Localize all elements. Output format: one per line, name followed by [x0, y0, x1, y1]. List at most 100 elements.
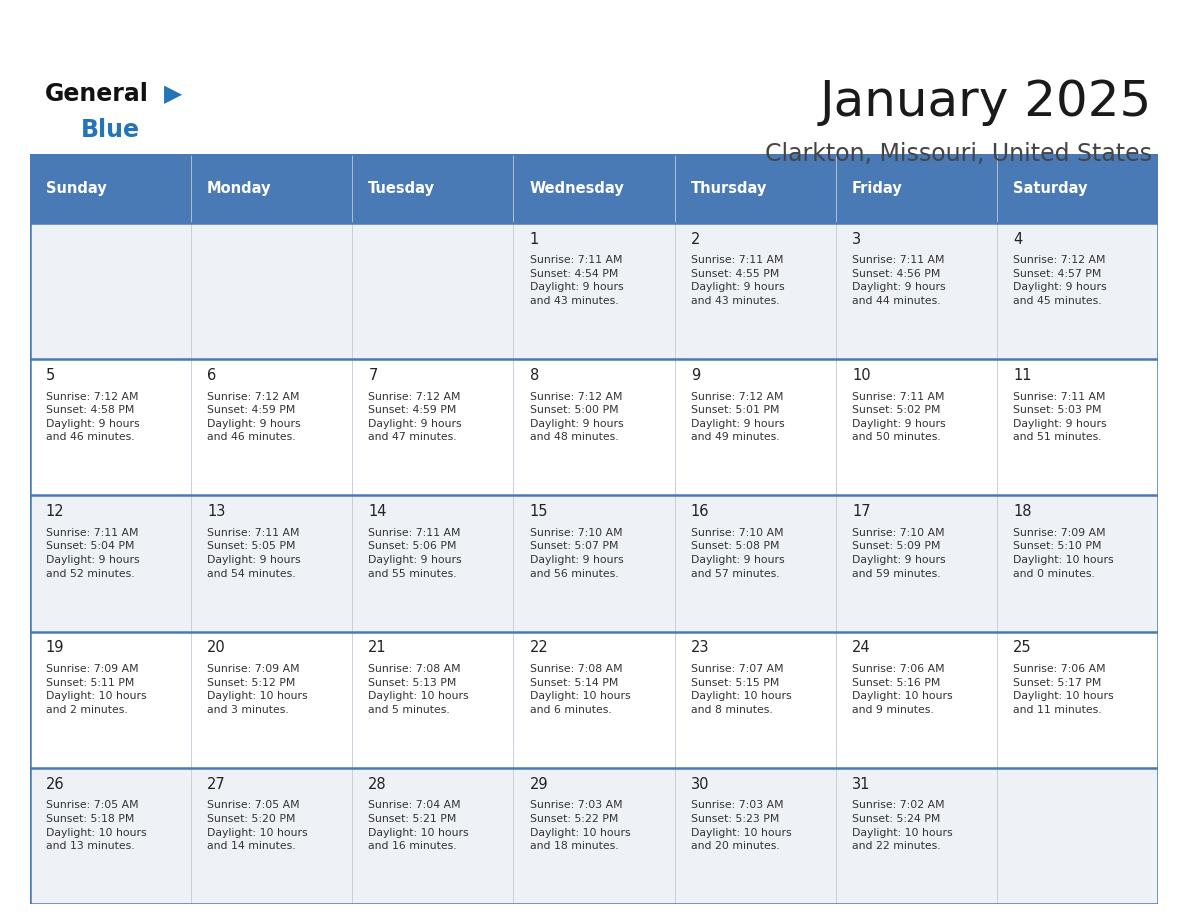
Bar	[513, 768, 675, 904]
Text: Sunrise: 7:08 AM
Sunset: 5:13 PM
Daylight: 10 hours
and 5 minutes.: Sunrise: 7:08 AM Sunset: 5:13 PM Dayligh…	[368, 664, 469, 715]
Text: Sunrise: 7:05 AM
Sunset: 5:20 PM
Daylight: 10 hours
and 14 minutes.: Sunrise: 7:05 AM Sunset: 5:20 PM Dayligh…	[207, 800, 308, 851]
Bar	[513, 632, 675, 768]
Bar	[191, 223, 352, 359]
Text: 16: 16	[690, 504, 709, 519]
Bar	[675, 359, 836, 496]
Text: Sunrise: 7:09 AM
Sunset: 5:12 PM
Daylight: 10 hours
and 3 minutes.: Sunrise: 7:09 AM Sunset: 5:12 PM Dayligh…	[207, 664, 308, 715]
Bar	[30, 359, 191, 496]
Text: ▶: ▶	[164, 82, 182, 106]
Text: Saturday: Saturday	[1013, 181, 1088, 196]
Text: 5: 5	[46, 368, 55, 383]
Text: Sunrise: 7:11 AM
Sunset: 5:03 PM
Daylight: 9 hours
and 51 minutes.: Sunrise: 7:11 AM Sunset: 5:03 PM Dayligh…	[1013, 392, 1107, 442]
Text: Clarkton, Missouri, United States: Clarkton, Missouri, United States	[765, 142, 1152, 166]
Text: Sunrise: 7:12 AM
Sunset: 4:59 PM
Daylight: 9 hours
and 46 minutes.: Sunrise: 7:12 AM Sunset: 4:59 PM Dayligh…	[207, 392, 301, 442]
Bar	[352, 496, 513, 632]
Text: General: General	[45, 82, 148, 106]
Text: Thursday: Thursday	[690, 181, 767, 196]
Bar	[191, 154, 352, 223]
Text: Sunrise: 7:11 AM
Sunset: 4:54 PM
Daylight: 9 hours
and 43 minutes.: Sunrise: 7:11 AM Sunset: 4:54 PM Dayligh…	[530, 255, 624, 306]
Text: 14: 14	[368, 504, 387, 519]
Text: 30: 30	[690, 777, 709, 791]
Bar	[352, 154, 513, 223]
Text: 8: 8	[530, 368, 539, 383]
Bar	[191, 496, 352, 632]
Bar	[675, 768, 836, 904]
Bar	[30, 154, 191, 223]
Text: January 2025: January 2025	[820, 78, 1152, 126]
Text: Sunrise: 7:03 AM
Sunset: 5:23 PM
Daylight: 10 hours
and 20 minutes.: Sunrise: 7:03 AM Sunset: 5:23 PM Dayligh…	[690, 800, 791, 851]
Text: 19: 19	[46, 641, 64, 655]
Text: Friday: Friday	[852, 181, 903, 196]
Bar	[836, 154, 997, 223]
Text: 27: 27	[207, 777, 226, 791]
Bar	[836, 223, 997, 359]
Bar	[997, 768, 1158, 904]
Text: 15: 15	[530, 504, 548, 519]
Text: 4: 4	[1013, 231, 1023, 247]
Text: Wednesday: Wednesday	[530, 181, 624, 196]
Text: Sunrise: 7:11 AM
Sunset: 5:04 PM
Daylight: 9 hours
and 52 minutes.: Sunrise: 7:11 AM Sunset: 5:04 PM Dayligh…	[46, 528, 139, 578]
Bar	[191, 632, 352, 768]
Text: Sunrise: 7:11 AM
Sunset: 5:02 PM
Daylight: 9 hours
and 50 minutes.: Sunrise: 7:11 AM Sunset: 5:02 PM Dayligh…	[852, 392, 946, 442]
Text: Sunrise: 7:11 AM
Sunset: 4:55 PM
Daylight: 9 hours
and 43 minutes.: Sunrise: 7:11 AM Sunset: 4:55 PM Dayligh…	[690, 255, 784, 306]
Bar	[675, 154, 836, 223]
Bar	[836, 359, 997, 496]
Text: 20: 20	[207, 641, 226, 655]
Text: 11: 11	[1013, 368, 1031, 383]
Text: 13: 13	[207, 504, 226, 519]
Text: 12: 12	[46, 504, 64, 519]
Text: 25: 25	[1013, 641, 1032, 655]
Bar	[191, 359, 352, 496]
Text: 21: 21	[368, 641, 387, 655]
Bar	[352, 359, 513, 496]
Text: 24: 24	[852, 641, 871, 655]
Text: 28: 28	[368, 777, 387, 791]
Bar	[30, 768, 191, 904]
Text: 18: 18	[1013, 504, 1031, 519]
Text: 26: 26	[46, 777, 64, 791]
Text: Sunrise: 7:10 AM
Sunset: 5:08 PM
Daylight: 9 hours
and 57 minutes.: Sunrise: 7:10 AM Sunset: 5:08 PM Dayligh…	[690, 528, 784, 578]
Text: 6: 6	[207, 368, 216, 383]
Text: 23: 23	[690, 641, 709, 655]
Bar	[997, 223, 1158, 359]
Bar	[997, 359, 1158, 496]
Bar	[513, 223, 675, 359]
Text: Sunrise: 7:11 AM
Sunset: 5:06 PM
Daylight: 9 hours
and 55 minutes.: Sunrise: 7:11 AM Sunset: 5:06 PM Dayligh…	[368, 528, 462, 578]
Bar	[836, 496, 997, 632]
Bar	[30, 632, 191, 768]
Text: Sunrise: 7:06 AM
Sunset: 5:16 PM
Daylight: 10 hours
and 9 minutes.: Sunrise: 7:06 AM Sunset: 5:16 PM Dayligh…	[852, 664, 953, 715]
Text: 9: 9	[690, 368, 700, 383]
Text: Sunrise: 7:05 AM
Sunset: 5:18 PM
Daylight: 10 hours
and 13 minutes.: Sunrise: 7:05 AM Sunset: 5:18 PM Dayligh…	[46, 800, 146, 851]
Text: 31: 31	[852, 777, 871, 791]
Bar	[997, 632, 1158, 768]
Text: 10: 10	[852, 368, 871, 383]
Bar	[352, 632, 513, 768]
Bar	[513, 154, 675, 223]
Text: Sunrise: 7:07 AM
Sunset: 5:15 PM
Daylight: 10 hours
and 8 minutes.: Sunrise: 7:07 AM Sunset: 5:15 PM Dayligh…	[690, 664, 791, 715]
Text: Sunrise: 7:06 AM
Sunset: 5:17 PM
Daylight: 10 hours
and 11 minutes.: Sunrise: 7:06 AM Sunset: 5:17 PM Dayligh…	[1013, 664, 1114, 715]
Text: 22: 22	[530, 641, 548, 655]
Text: 7: 7	[368, 368, 378, 383]
Text: Sunrise: 7:10 AM
Sunset: 5:07 PM
Daylight: 9 hours
and 56 minutes.: Sunrise: 7:10 AM Sunset: 5:07 PM Dayligh…	[530, 528, 624, 578]
Bar	[30, 223, 191, 359]
Bar	[30, 496, 191, 632]
Text: Sunrise: 7:11 AM
Sunset: 5:05 PM
Daylight: 9 hours
and 54 minutes.: Sunrise: 7:11 AM Sunset: 5:05 PM Dayligh…	[207, 528, 301, 578]
Text: Tuesday: Tuesday	[368, 181, 435, 196]
Text: 1: 1	[530, 231, 539, 247]
Bar	[352, 768, 513, 904]
Text: Monday: Monday	[207, 181, 272, 196]
Bar	[997, 154, 1158, 223]
Text: Sunrise: 7:12 AM
Sunset: 5:00 PM
Daylight: 9 hours
and 48 minutes.: Sunrise: 7:12 AM Sunset: 5:00 PM Dayligh…	[530, 392, 624, 442]
Text: Sunday: Sunday	[46, 181, 107, 196]
Text: Sunrise: 7:02 AM
Sunset: 5:24 PM
Daylight: 10 hours
and 22 minutes.: Sunrise: 7:02 AM Sunset: 5:24 PM Dayligh…	[852, 800, 953, 851]
Text: Sunrise: 7:12 AM
Sunset: 5:01 PM
Daylight: 9 hours
and 49 minutes.: Sunrise: 7:12 AM Sunset: 5:01 PM Dayligh…	[690, 392, 784, 442]
Text: Sunrise: 7:12 AM
Sunset: 4:58 PM
Daylight: 9 hours
and 46 minutes.: Sunrise: 7:12 AM Sunset: 4:58 PM Dayligh…	[46, 392, 139, 442]
Text: 2: 2	[690, 231, 700, 247]
Bar	[675, 223, 836, 359]
Text: Sunrise: 7:03 AM
Sunset: 5:22 PM
Daylight: 10 hours
and 18 minutes.: Sunrise: 7:03 AM Sunset: 5:22 PM Dayligh…	[530, 800, 630, 851]
Bar	[352, 223, 513, 359]
Text: Sunrise: 7:04 AM
Sunset: 5:21 PM
Daylight: 10 hours
and 16 minutes.: Sunrise: 7:04 AM Sunset: 5:21 PM Dayligh…	[368, 800, 469, 851]
Text: Sunrise: 7:12 AM
Sunset: 4:59 PM
Daylight: 9 hours
and 47 minutes.: Sunrise: 7:12 AM Sunset: 4:59 PM Dayligh…	[368, 392, 462, 442]
Bar	[836, 768, 997, 904]
Bar	[675, 632, 836, 768]
